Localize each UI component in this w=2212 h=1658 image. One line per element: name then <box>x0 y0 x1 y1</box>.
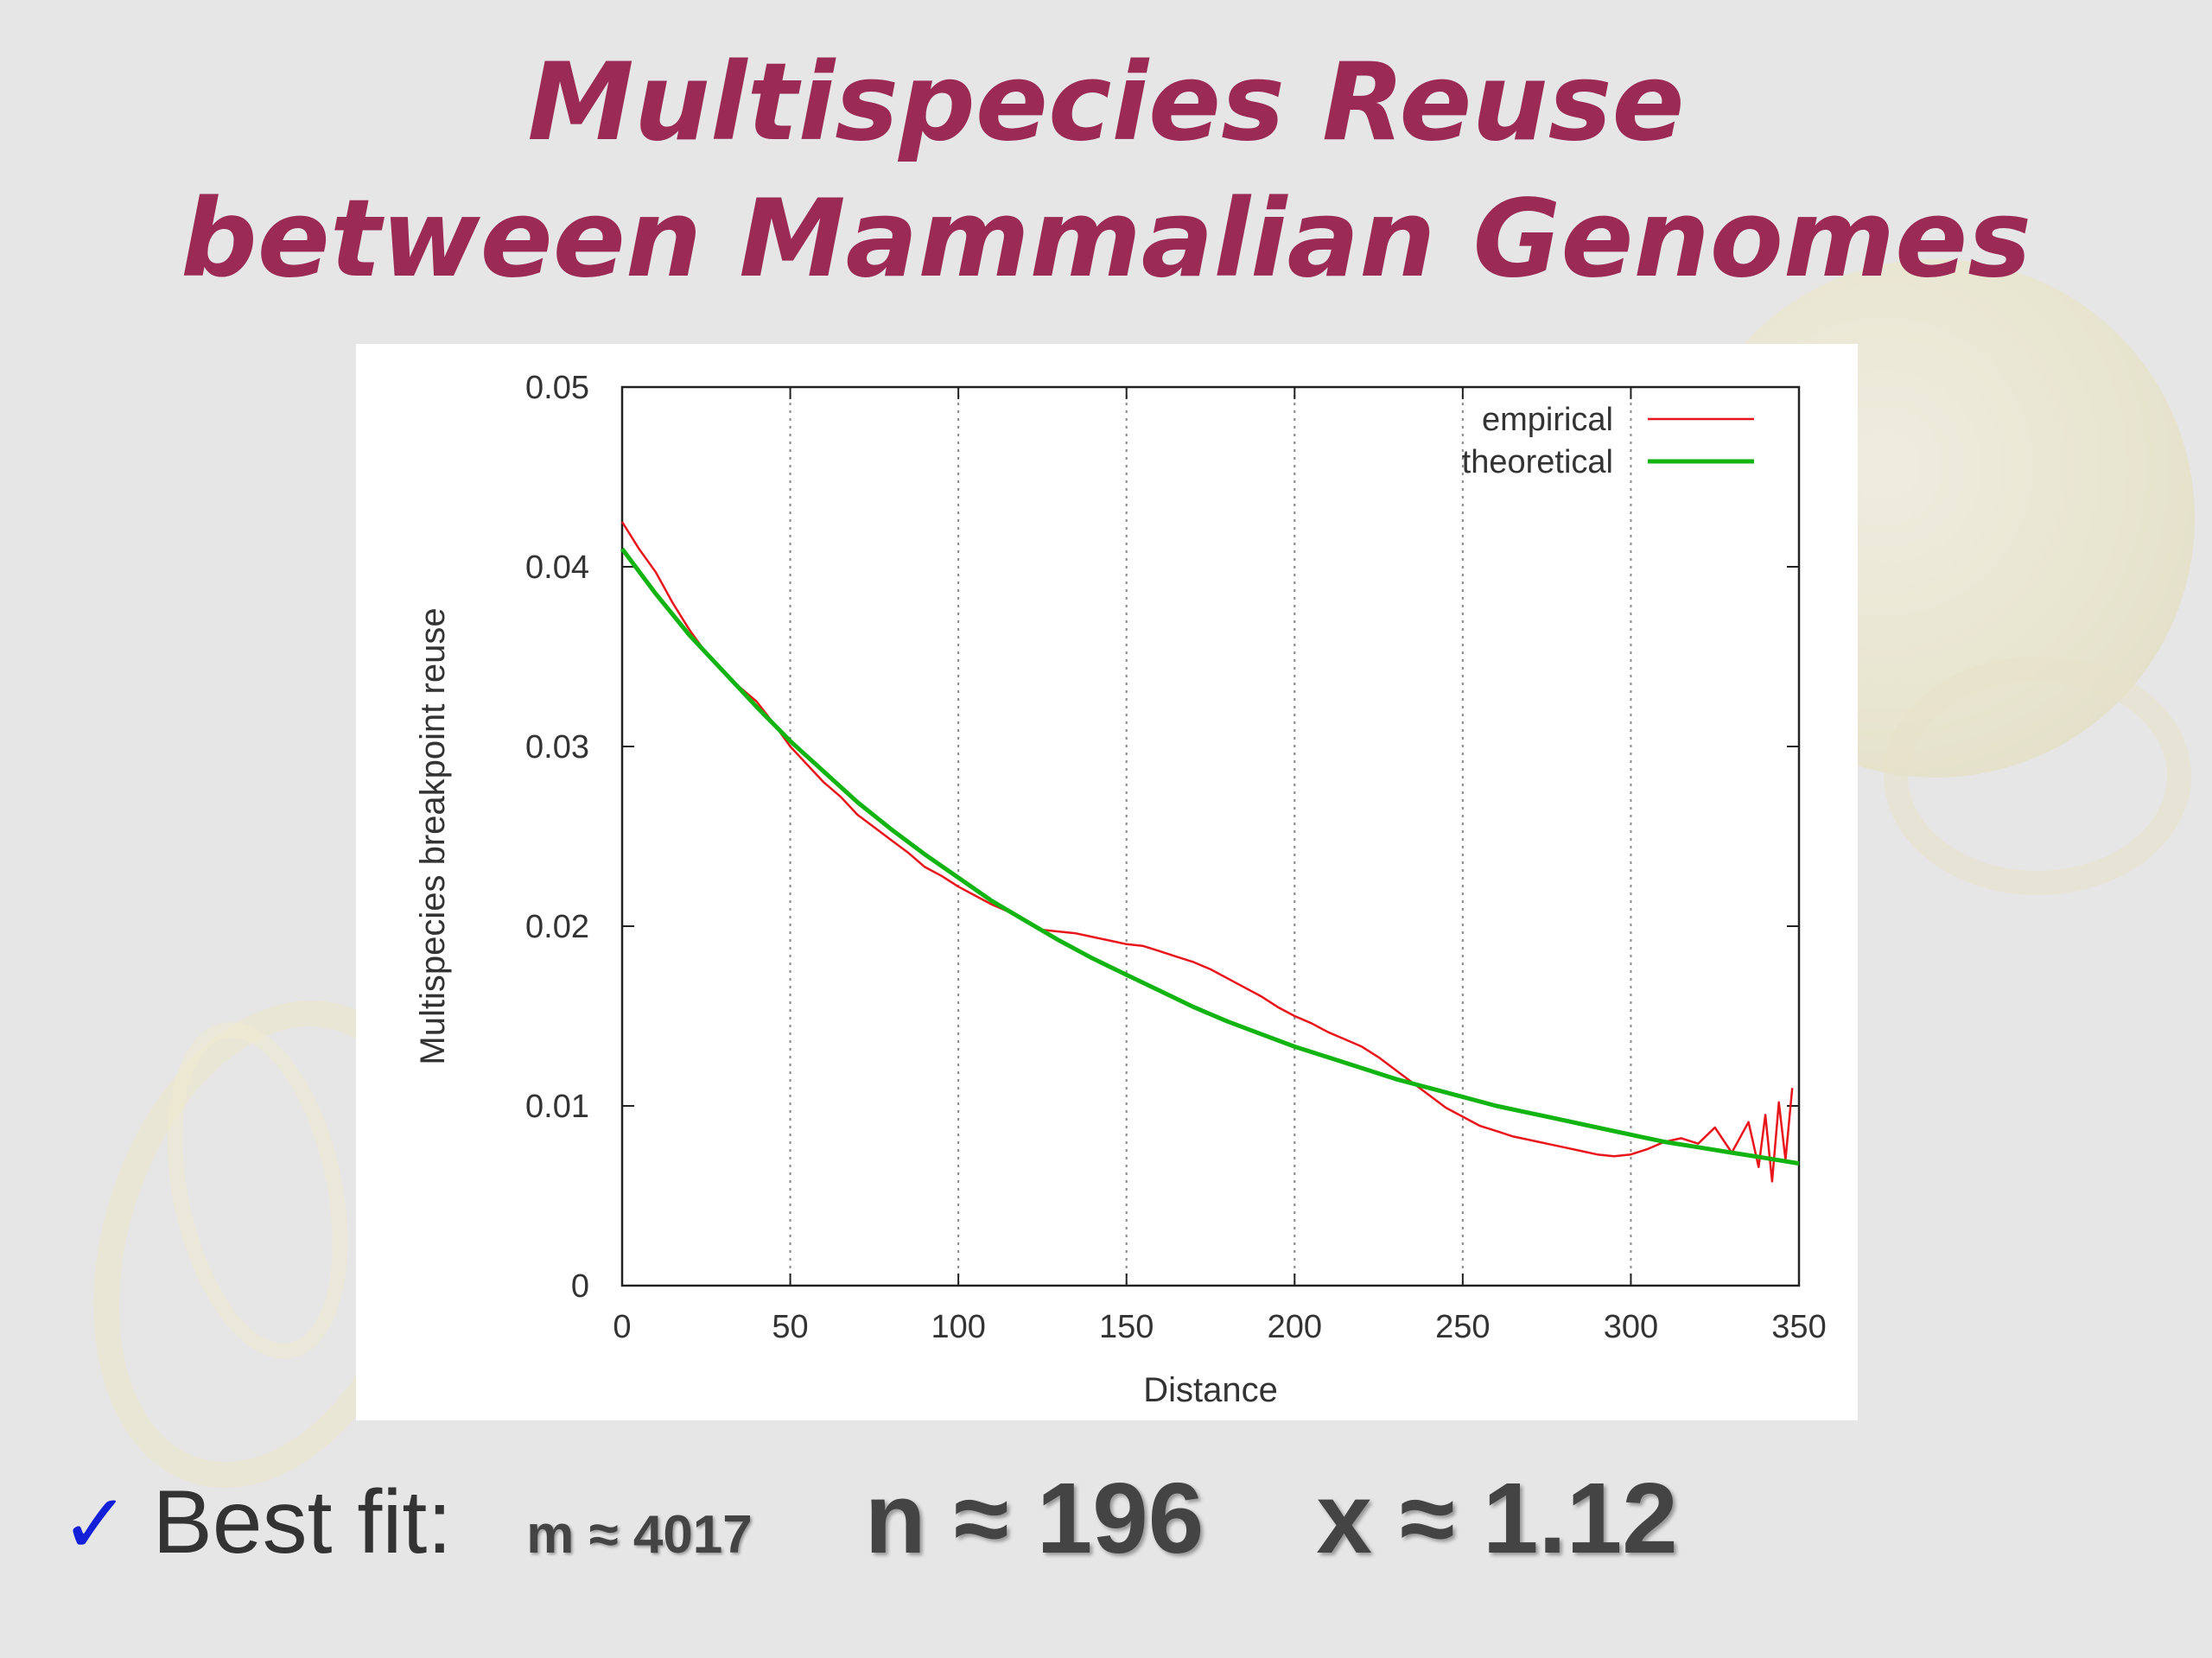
best-fit-row: ✓ Best fit: m ≈ 4017 n ≈ 196 x ≈ 1.12 <box>60 1460 1678 1590</box>
x-tick-label: 350 <box>1771 1309 1826 1345</box>
x-tick-label: 200 <box>1268 1309 1322 1345</box>
y-tick-label: 0.03 <box>525 729 589 765</box>
grid-layer <box>789 387 1632 1286</box>
chart-panel: 0 50 100 150 200 250 300 350 0 0.01 0.02 0.03 0.04 0.… <box>356 344 1858 1420</box>
y-tick-label: 0.01 <box>525 1089 589 1125</box>
checkmark-icon: ✓ <box>60 1476 130 1572</box>
legend-label-empirical: empirical <box>1482 402 1613 438</box>
x-tick-label: 100 <box>931 1309 985 1345</box>
legend-label-theoretical: theoretical <box>1462 444 1613 480</box>
series-empirical-line <box>620 521 1794 1183</box>
axes-layer: 0 50 100 150 200 250 300 350 0 0.01 0.02 0.03 0.04 0.… <box>414 370 1827 1409</box>
y-tick-label: 0.02 <box>525 909 589 945</box>
legend: empirical theoretical <box>1462 402 1754 480</box>
x-axis-label: Distance <box>1143 1371 1278 1409</box>
slide-title-line-2: between Mammalian Genomes <box>180 177 2032 302</box>
series-theoretical-line <box>620 547 1800 1166</box>
slide-title: Multispecies Reuse between Mammalian Gen… <box>0 35 2212 308</box>
y-tick-label: 0.05 <box>525 370 589 406</box>
x-tick-label: 250 <box>1435 1309 1490 1345</box>
breakpoint-reuse-chart: 0 50 100 150 200 250 300 350 0 0.01 0.02 0.03 0.04 0.… <box>414 370 1827 1409</box>
slide-title-line-1: Multispecies Reuse <box>527 41 1685 165</box>
plot-frame <box>620 385 1801 1287</box>
decorative-ribbon-image <box>1884 657 2191 895</box>
y-tick-label: 0.04 <box>525 549 589 586</box>
x-tick-label: 0 <box>613 1309 631 1345</box>
y-axis-label: Multispecies breakpoint reuse <box>414 607 452 1064</box>
param-m-value: m ≈ 4017 <box>526 1505 753 1565</box>
x-tick-label: 150 <box>1099 1309 1154 1345</box>
x-tick-label: 50 <box>772 1309 808 1345</box>
param-x-value: x ≈ 1.12 <box>1316 1462 1678 1574</box>
param-n-value: n ≈ 196 <box>864 1462 1205 1574</box>
series-layer <box>620 521 1800 1183</box>
best-fit-label: Best fit: <box>152 1472 453 1572</box>
x-tick-label: 300 <box>1604 1309 1658 1345</box>
y-tick-label: 0 <box>571 1268 589 1305</box>
